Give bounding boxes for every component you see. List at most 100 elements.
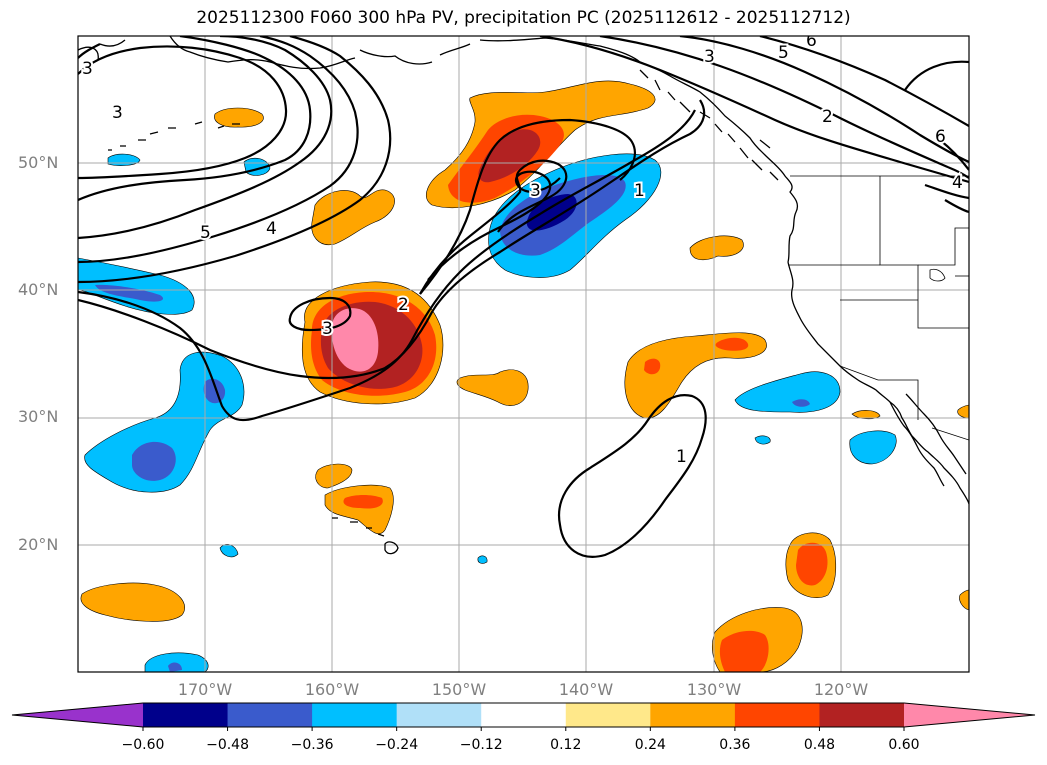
pv-contour-ne-4 <box>759 36 969 127</box>
lon-label-120w: 120°W <box>813 680 869 699</box>
contour-label: 2 <box>398 295 409 315</box>
lon-label-160w: 160°W <box>304 680 360 699</box>
lon-label-170w: 170°W <box>177 680 233 699</box>
colorbar-tick-label: 0.24 <box>634 737 666 753</box>
contour-label: 1 <box>676 447 687 467</box>
precip-neg-west-core <box>95 284 164 302</box>
pv-contour-2-mid <box>78 99 706 380</box>
precip-neg-bottom <box>144 652 209 672</box>
colorbar-tick-label: −0.12 <box>459 737 503 753</box>
contour-label: 6 <box>806 31 817 51</box>
colorbar-tick-label: −0.48 <box>206 737 249 753</box>
plot-title: 2025112300 F060 300 hPa PV, precipitatio… <box>196 8 851 28</box>
precip-blob-east-core2 <box>644 358 661 375</box>
precip-blob-south-core <box>719 630 769 672</box>
precip-blob-sw <box>80 582 185 622</box>
precip-neg-speck3 <box>754 435 771 445</box>
precip-neg-long-core <box>132 441 176 481</box>
colorbar-segment <box>396 703 482 727</box>
contour-labels: 3 3 5 4 3 2 3 1 1 3 5 2 6 4 6 <box>80 31 965 469</box>
colorbar <box>11 702 1036 731</box>
us-west-coast <box>787 261 969 505</box>
contour-label: 1 <box>634 181 645 201</box>
precip-blob-hawaii-core <box>343 495 383 509</box>
precip-neg-bottom-core <box>168 662 182 672</box>
colorbar-segment <box>143 703 229 727</box>
precip-blob-aleutian <box>214 107 264 128</box>
pv-contour-3-small <box>288 296 352 332</box>
map-frame <box>77 35 970 673</box>
contour-label: 3 <box>704 47 715 67</box>
pv-contour-ring-4 <box>78 36 359 264</box>
gridlines <box>78 36 969 672</box>
colorbar-segment <box>312 703 398 727</box>
pv-contour-3-loop <box>427 170 561 281</box>
colorbar-extend-min <box>12 703 143 727</box>
pv-contour-nw <box>78 43 101 59</box>
colorbar-segment <box>227 703 313 727</box>
contour-label: 2 <box>822 107 833 127</box>
precip-neg-coast <box>849 430 897 465</box>
precip-blob-edge <box>959 589 969 611</box>
pv-contour-2-south <box>78 109 696 422</box>
colorbar-tick-label: −0.60 <box>121 737 165 753</box>
contour-label: 5 <box>200 223 211 243</box>
precip-blob-se-core <box>796 542 828 586</box>
precip-neg-main-core <box>526 194 577 231</box>
pv-contour-ne-3 <box>679 36 969 164</box>
precip-neg-speck2 <box>477 555 488 564</box>
pv-contour-ring-5 <box>78 36 392 284</box>
colorbar-tick-label: −0.24 <box>375 737 419 753</box>
map-layers: 3 3 5 4 3 2 3 1 1 3 5 2 6 4 6 <box>78 31 969 672</box>
pv-contour-ring-2 <box>78 36 312 202</box>
pv-contour-ring-3 <box>78 36 333 240</box>
pv-contour-ne-1 <box>539 36 969 184</box>
contour-label: 4 <box>952 173 963 193</box>
contour-label: 3 <box>322 319 333 339</box>
contour-label: 4 <box>266 219 277 239</box>
aleutian-islands <box>108 121 240 151</box>
precip-neg-west <box>78 257 195 315</box>
lat-label-40n: 40°N <box>18 280 59 299</box>
colorbar-segment <box>734 703 820 727</box>
contour-label: 3 <box>112 103 123 123</box>
precip-neg-east-core <box>792 399 810 407</box>
pv-contour-ring-1 <box>78 45 288 180</box>
lat-label-30n: 30°N <box>18 407 59 426</box>
precip-blob-coast2 <box>957 404 969 419</box>
colorbar-tick-label: 0.36 <box>719 737 751 753</box>
colorbar-extend-max <box>904 703 1035 727</box>
baja-coast <box>889 393 967 487</box>
lat-label-50n: 50°N <box>18 153 59 172</box>
precip-band-north-dark <box>478 129 541 183</box>
pv-contour-1-loop <box>557 394 707 558</box>
precip-blob-subtropic <box>456 369 529 406</box>
hawaii-islands <box>332 517 399 555</box>
lon-label-150w: 150°W <box>431 680 487 699</box>
contour-label: 3 <box>82 59 93 79</box>
contour-label: 3 <box>530 181 541 201</box>
pv-contours <box>78 36 969 558</box>
lon-label-140w: 140°W <box>558 680 614 699</box>
colorbar-tick-label: 0.12 <box>550 737 582 753</box>
colorbar-tick-label: 0.48 <box>803 737 836 753</box>
colorbar-segment <box>481 703 567 727</box>
pv-contour-jet <box>419 118 637 295</box>
lon-label-130w: 130°W <box>686 680 742 699</box>
colorbar-tick-label: −0.36 <box>290 737 334 753</box>
pv-contour-3-big <box>419 159 568 295</box>
precip-blob-ne <box>689 235 744 261</box>
colorbar-segment <box>650 703 736 727</box>
precip-blob-east-core <box>715 337 749 351</box>
contour-label: 6 <box>935 127 946 147</box>
contour-label: 5 <box>778 43 789 63</box>
precip-neg-east <box>734 371 841 413</box>
precip-blob-hawaii-small <box>315 463 353 489</box>
pv-contour-ne-5 <box>904 60 969 171</box>
colorbar-tick-label: 0.60 <box>888 737 920 753</box>
pv-contour-ne-2 <box>599 36 969 179</box>
pv-contour-ne-6 <box>924 183 969 214</box>
political-boundaries <box>788 175 969 441</box>
colorbar-segment <box>819 703 905 727</box>
